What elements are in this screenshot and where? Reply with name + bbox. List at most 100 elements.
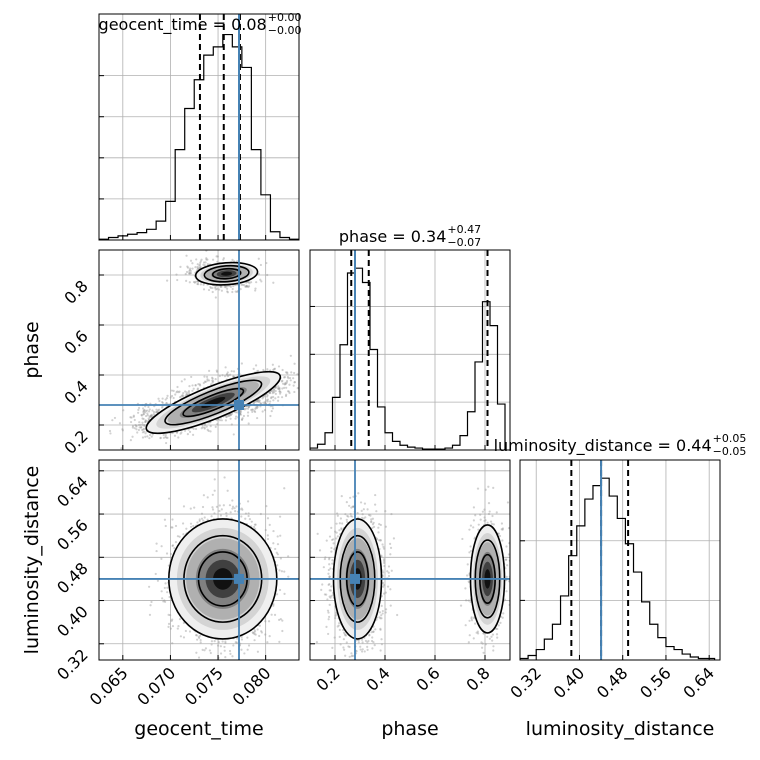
scatter-point <box>176 390 179 393</box>
scatter-point <box>161 397 164 400</box>
scatter-point <box>220 419 223 422</box>
scatter-point <box>149 414 152 417</box>
scatter-point <box>139 423 142 427</box>
scatter-point <box>276 399 280 402</box>
scatter-point <box>285 393 288 396</box>
scatter-point <box>260 280 263 283</box>
scatter-point <box>231 290 234 294</box>
scatter-point <box>272 395 275 399</box>
scatter-point <box>222 258 225 261</box>
scatter-point <box>225 415 228 418</box>
scatter-point <box>272 542 275 545</box>
scatter-point <box>228 414 231 418</box>
scatter-point <box>233 507 236 510</box>
scatter-point <box>196 282 199 286</box>
scatter-point <box>224 640 227 643</box>
scatter-point <box>155 408 158 411</box>
scatter-point <box>188 268 191 271</box>
scatter-point <box>186 265 189 268</box>
scatter-point <box>231 507 234 510</box>
scatter-point <box>182 391 185 395</box>
scatter-point <box>203 649 206 652</box>
scatter-point <box>170 619 173 622</box>
scatter-point <box>247 422 250 425</box>
scatter-point <box>202 381 205 385</box>
scatter-point <box>142 413 145 416</box>
scatter-point <box>162 436 166 439</box>
scatter-point <box>165 436 168 439</box>
scatter-point <box>189 259 193 262</box>
scatter-point <box>307 374 309 376</box>
scatter-point <box>276 387 280 390</box>
scatter-point <box>241 283 244 286</box>
scatter-point <box>152 413 156 416</box>
grid-geocent_time-luminosity_distance <box>99 460 299 660</box>
scatter-point <box>147 417 150 420</box>
scatter-point <box>285 386 288 389</box>
scatter-point <box>289 379 292 382</box>
scatter-point <box>240 283 243 286</box>
scatter-point <box>262 368 265 372</box>
scatter-point <box>178 395 182 399</box>
scatter-point <box>130 416 133 419</box>
scatter-point <box>189 267 192 270</box>
scatter-point <box>278 386 281 389</box>
scatter-point <box>181 394 184 397</box>
scatter-point <box>197 656 201 659</box>
scatter-point <box>182 533 185 536</box>
scatter-point <box>135 424 138 427</box>
scatter-point <box>266 517 270 520</box>
scatter-point <box>216 255 219 258</box>
scatter-point <box>251 410 254 414</box>
scatter-point <box>239 409 242 412</box>
scatter-point <box>266 368 269 371</box>
scatter-point <box>137 411 140 414</box>
scatter-point <box>246 500 250 503</box>
scatter-point <box>175 273 178 276</box>
scatter-point <box>195 258 198 261</box>
scatter-point <box>183 429 187 432</box>
scatter-point <box>181 522 185 525</box>
scatter-point <box>250 520 253 523</box>
scatter-point <box>246 648 249 651</box>
scatter-point <box>210 515 213 518</box>
scatter-point <box>293 380 297 384</box>
scatter-point <box>279 557 282 560</box>
scatter-point <box>172 389 175 392</box>
scatter-point <box>202 519 205 522</box>
scatter-point <box>135 428 138 431</box>
scatter-point <box>278 390 281 393</box>
scatter-point <box>143 411 146 414</box>
scatter-point <box>266 273 269 277</box>
scatter-point <box>293 390 296 394</box>
scatter-point <box>239 411 242 414</box>
scatter-point <box>180 431 183 434</box>
scatter-point <box>245 407 248 410</box>
scatter-point <box>200 258 203 261</box>
scatter-point <box>201 648 204 651</box>
scatter-point <box>247 512 250 515</box>
scatter-point <box>142 417 145 421</box>
scatter-point <box>160 590 163 593</box>
scatter-point <box>144 420 147 424</box>
scatter-point <box>209 286 212 290</box>
scatter-point <box>142 411 145 414</box>
scatter-point <box>166 586 169 589</box>
scatter-point <box>213 478 216 481</box>
scatter-point <box>181 395 185 398</box>
scatter-point <box>155 542 158 545</box>
scatter-point <box>229 414 232 417</box>
scatter-point <box>307 354 309 356</box>
scatter-point <box>274 386 278 389</box>
scatter-point <box>203 380 207 383</box>
scatter-point <box>272 604 275 607</box>
scatter-point <box>245 285 249 288</box>
scatter-point <box>214 296 217 299</box>
scatter-point <box>225 287 229 290</box>
scatter-point <box>252 402 255 405</box>
scatter-point <box>156 579 160 582</box>
scatter-point <box>198 519 201 523</box>
density-region <box>221 271 233 276</box>
scatter-point <box>196 263 199 266</box>
scatter-point <box>254 410 257 414</box>
